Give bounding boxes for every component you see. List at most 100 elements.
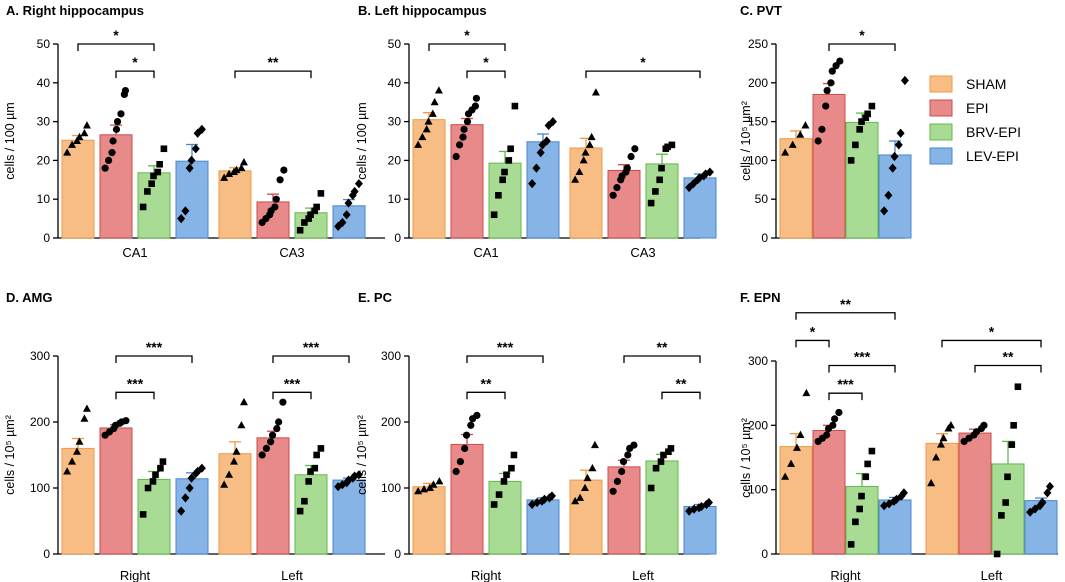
data-point [197,463,206,473]
significance-label: * [810,323,816,339]
data-point [262,444,270,452]
bar [450,443,484,555]
data-point [585,140,594,148]
data-point [1026,507,1035,517]
data-point [1008,441,1016,448]
data-point [68,457,77,465]
x-category-label: Right [471,568,502,582]
data-point [75,437,84,445]
y-tick-label: 300 [748,354,768,368]
data-point [847,541,855,548]
data-point [652,188,659,195]
data-point [619,458,628,466]
data-point [576,493,585,501]
y-tick-label: 100 [748,153,768,167]
y-axis-label: cells / 100 µm [355,102,369,179]
data-point [460,125,468,133]
bar [845,121,879,239]
data-point [455,141,464,149]
data-point [301,497,308,505]
x-category-label: CA3 [630,245,655,260]
data-point [894,140,903,150]
bar [779,446,813,555]
bar [99,134,133,239]
data-point [462,431,471,439]
data-point [276,176,284,184]
significance-label: * [483,54,489,70]
data-point [536,148,545,158]
data-point [652,464,660,472]
data-point [899,488,908,498]
data-point [801,121,810,129]
data-point [452,467,460,476]
significance-label: *** [127,375,144,391]
y-tick-label: 100 [381,481,401,495]
data-point [317,190,325,197]
data-point [82,404,91,412]
significance-bracket [828,43,896,51]
data-point [354,470,363,480]
data-point [301,219,308,226]
legend-swatch [929,99,953,117]
data-point [461,444,469,452]
data-point [823,86,831,95]
data-point [631,145,639,153]
data-point [588,463,597,472]
data-point [108,149,116,157]
data-point [239,158,248,166]
data-point [936,440,945,448]
data-point [697,501,706,512]
significance-label: *** [284,375,301,391]
data-point [1043,488,1052,498]
data-point [121,86,130,95]
data-point [660,451,667,459]
data-point [831,415,839,423]
data-point [159,458,167,465]
data-point [63,148,72,156]
data-point [68,140,77,148]
data-point [420,485,429,493]
data-point [892,494,901,504]
data-point [927,478,936,487]
data-point [548,117,557,127]
data-point [511,102,519,110]
y-tick-label: 40 [388,76,402,90]
significance-bracket [623,355,701,363]
data-point [829,421,837,429]
data-point [858,492,865,500]
data-point [998,512,1005,519]
data-point [508,464,515,472]
data-point [1045,481,1054,492]
bar [412,119,446,239]
significance-bracket [941,339,1042,348]
data-point [239,397,248,406]
data-point [889,496,898,506]
data-point [856,505,863,513]
data-point [459,133,467,141]
data-point [471,102,479,110]
significance-bracket [661,391,701,400]
data-point [317,445,325,452]
x-category-label: Right [830,568,861,582]
data-point [113,118,122,126]
data-point [220,173,229,181]
data-point [157,464,164,472]
significance-label: *** [837,376,854,392]
data-point [279,398,287,406]
bar [61,139,95,239]
data-point [82,121,91,129]
data-point [836,57,844,65]
y-tick-label: 20 [388,153,402,167]
x-category-label: CA1 [122,245,147,260]
significance-label: * [464,27,470,43]
data-point [503,471,510,479]
bar [412,486,446,555]
y-tick-label: 0 [394,547,401,561]
data-point [499,176,506,184]
significance-label: * [640,54,646,70]
data-point [296,226,304,234]
data-point [342,210,351,220]
data-point [537,496,546,506]
data-point [154,168,162,176]
data-point [664,143,671,151]
